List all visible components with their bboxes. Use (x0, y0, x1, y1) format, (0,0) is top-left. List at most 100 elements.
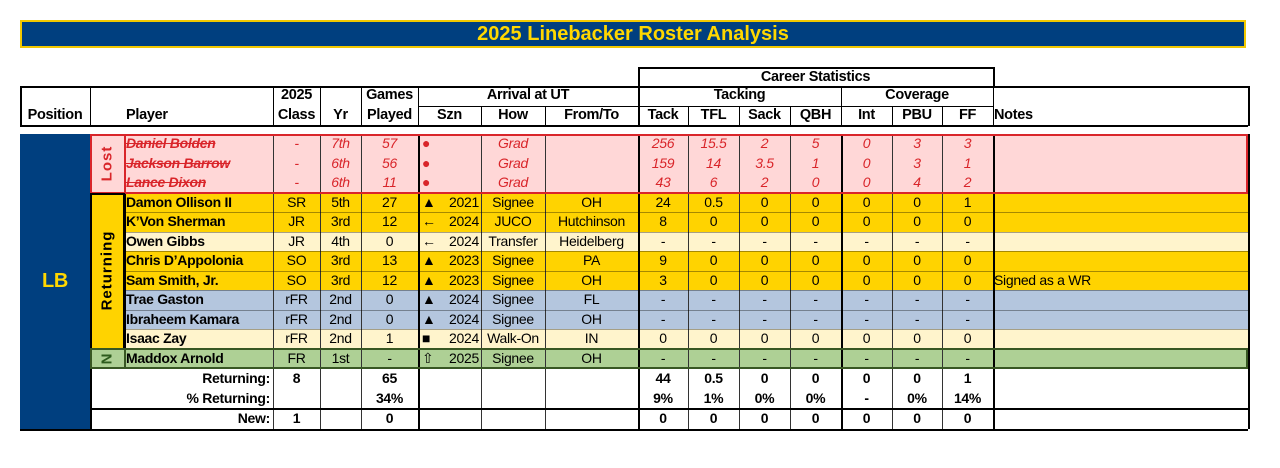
int-cell: 0 (862, 213, 871, 229)
szn-cell: 2021 (449, 193, 479, 210)
notes-cell (993, 290, 1248, 309)
header-tfl: TFL (700, 107, 727, 123)
sack-cell: - (762, 291, 767, 307)
tack-cell: 24 (655, 193, 671, 210)
grid-line (418, 86, 419, 125)
sack-cell: 0 (760, 193, 769, 210)
arrow-left-icon: ← (422, 213, 436, 229)
int-cell: - (864, 291, 869, 307)
player-name: Trae Gaston (126, 291, 204, 307)
how-cell: Signee (492, 193, 534, 210)
triangle-up-icon: ▲ (422, 271, 436, 288)
int-cell: - (864, 349, 869, 366)
notes-cell (993, 212, 1248, 231)
games-cell: 0 (385, 232, 394, 249)
header-player: Player (126, 107, 168, 123)
grid-line (790, 134, 791, 429)
yr-cell: 2nd (329, 291, 352, 307)
summary-label: Returning: (202, 370, 270, 386)
from-to-cell: Heidelberg (559, 232, 624, 249)
grid-line (481, 134, 482, 429)
tack-cell: - (660, 349, 666, 366)
from-to-cell: OH (581, 310, 602, 327)
summary-qbh: 0 (811, 370, 820, 386)
grid-line (124, 270, 1248, 272)
triangle-up-icon: ▲ (422, 193, 436, 210)
header-yr: Yr (333, 107, 348, 123)
grid-line (320, 86, 321, 125)
summary-int: 0 (862, 410, 871, 426)
tack-cell: 43 (655, 174, 671, 190)
grid-line (273, 86, 274, 125)
grid-line (124, 329, 1248, 330)
szn-cell: 2025 (449, 349, 479, 366)
grid-line (739, 106, 740, 125)
int-cell: 0 (862, 174, 871, 190)
qbh-cell: 0 (811, 271, 820, 288)
tfl-cell: 0 (709, 330, 718, 346)
sack-cell: - (762, 232, 767, 249)
player-name: Ibraheem Kamara (126, 310, 240, 327)
games-cell: 11 (382, 174, 397, 190)
player-name: Isaac Zay (126, 330, 187, 346)
tack-cell: 9 (659, 252, 667, 268)
pbu-cell: 3 (913, 135, 921, 151)
header-tackling: Tacking (713, 87, 766, 103)
summary-int: 0 (862, 370, 871, 386)
class-cell: FR (287, 349, 306, 366)
class-cell: - (294, 154, 299, 171)
how-cell: Grad (498, 154, 528, 171)
class-cell: SR (287, 193, 306, 210)
from-to-cell: IN (584, 330, 599, 346)
header-games: Played (367, 107, 412, 123)
ff-cell: 0 (963, 271, 972, 288)
header-how: How (498, 107, 528, 123)
qbh-cell: 0 (811, 193, 820, 210)
yr-cell: 3rd (330, 271, 351, 288)
grid-line (273, 134, 274, 429)
int-cell: 0 (862, 154, 871, 171)
tack-cell: 8 (659, 213, 667, 229)
yr-cell: 5th (331, 193, 350, 210)
qbh-cell: 5 (811, 135, 820, 151)
player-name: Jackson Barrow (126, 154, 230, 171)
summary-tfl: 0 (709, 410, 718, 426)
szn-cell: 2023 (449, 271, 479, 288)
qbh-cell: 0 (811, 174, 820, 190)
table-row (90, 251, 1248, 271)
table-row (90, 309, 1248, 330)
sack-cell: 0 (760, 213, 769, 229)
summary-sack: 0 (760, 370, 769, 386)
summary-class: 1 (292, 410, 301, 426)
grid-line (841, 134, 843, 429)
grid-line (993, 86, 994, 125)
position-cell (20, 134, 90, 429)
table-row (90, 290, 1248, 310)
table-row (90, 231, 1248, 252)
qbh-cell: - (813, 291, 818, 307)
group-label-returning-bg (90, 192, 124, 349)
grid-line (418, 106, 638, 107)
szn-cell: 2024 (449, 232, 479, 249)
grid-line (124, 309, 1248, 311)
yr-cell: 2nd (329, 330, 352, 346)
class-cell: rFR (285, 310, 308, 327)
summary-int: - (864, 389, 869, 406)
grid-line (90, 86, 91, 125)
header-position: Position (27, 107, 83, 123)
header-int: Int (858, 107, 875, 123)
games-cell: 27 (382, 193, 397, 210)
lost-group-border (90, 134, 1248, 194)
tfl-cell: - (711, 291, 716, 307)
sack-cell: 3.5 (755, 154, 774, 171)
summary-pbu: 0 (913, 370, 921, 386)
tfl-cell: - (711, 232, 716, 249)
how-cell: Signee (492, 349, 534, 366)
sack-cell: 2 (760, 135, 769, 151)
games-cell: 13 (382, 252, 397, 268)
int-cell: - (864, 232, 869, 249)
how-cell: Grad (498, 135, 528, 151)
szn-cell: 2024 (449, 330, 479, 346)
grid-line (688, 134, 689, 429)
qbh-cell: 0 (811, 330, 820, 346)
